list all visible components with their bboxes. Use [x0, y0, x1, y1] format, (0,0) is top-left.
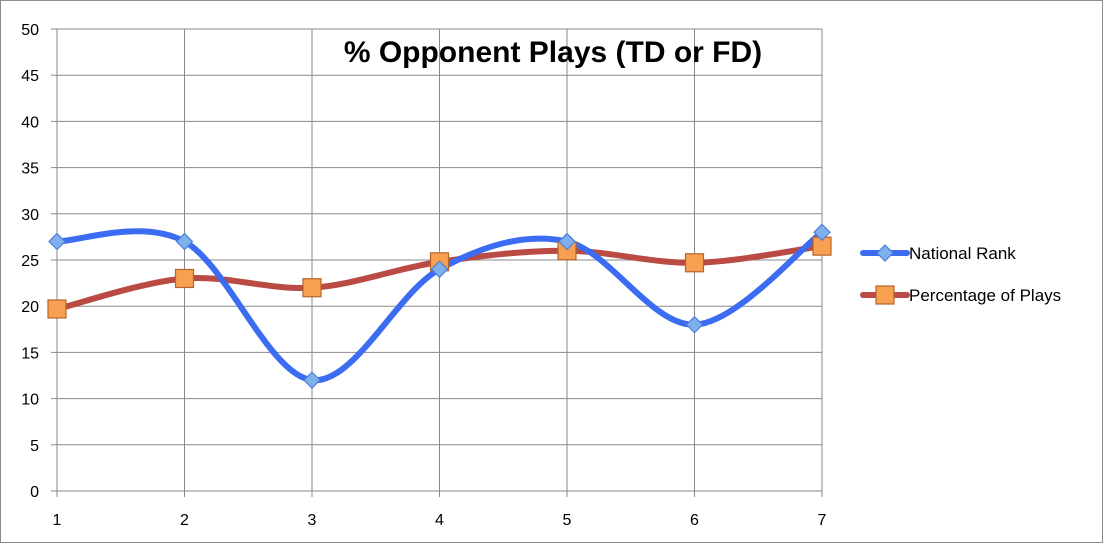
legend-label-national-rank: National Rank	[909, 244, 1016, 263]
legend-marker-national-rank	[876, 244, 894, 262]
data-point-percentage-of-plays	[47, 299, 67, 319]
y-tick-label: 25	[21, 253, 39, 270]
x-tick-labels: 1 2 3 4 5 6 7	[53, 512, 827, 529]
legend-label-percentage-of-plays: Percentage of Plays	[909, 286, 1061, 305]
x-tick-label: 4	[435, 512, 444, 529]
y-tick-labels: 0 5 10 15 20 25 30 35 40 45 50	[21, 22, 39, 501]
data-point-national-rank	[430, 260, 449, 279]
data-point-percentage-of-plays	[302, 278, 322, 298]
data-point-national-rank	[303, 371, 321, 389]
y-tick-label: 50	[21, 22, 39, 39]
data-point-percentage-of-plays	[684, 253, 705, 273]
x-tick-label: 5	[563, 512, 572, 529]
data-point-national-rank	[558, 232, 576, 251]
y-tick-label: 5	[30, 438, 39, 455]
y-tick-label: 45	[21, 68, 39, 85]
y-tick-label: 15	[21, 345, 39, 362]
y-tick-label: 10	[21, 392, 39, 409]
x-tick-label: 6	[690, 512, 699, 529]
axes	[51, 28, 823, 497]
x-tick-label: 7	[818, 512, 827, 529]
x-tick-label: 1	[53, 512, 62, 529]
chart-title: % Opponent Plays (TD or FD)	[344, 36, 762, 69]
x-tick-label: 2	[180, 512, 189, 529]
series-markers	[47, 223, 832, 389]
legend: National Rank Percentage of Plays	[860, 244, 1061, 305]
data-point-national-rank	[685, 315, 704, 334]
x-tick-label: 3	[308, 512, 317, 529]
data-point-national-rank	[813, 223, 831, 242]
data-point-national-rank	[48, 232, 66, 251]
y-tick-label: 0	[30, 484, 39, 501]
y-tick-label: 40	[21, 114, 39, 131]
y-tick-label: 35	[21, 161, 39, 178]
data-point-percentage-of-plays	[174, 268, 195, 289]
y-tick-label: 20	[21, 299, 39, 316]
y-tick-label: 30	[21, 207, 39, 224]
legend-marker-percentage-of-plays	[875, 285, 895, 305]
data-point-national-rank	[175, 232, 194, 251]
